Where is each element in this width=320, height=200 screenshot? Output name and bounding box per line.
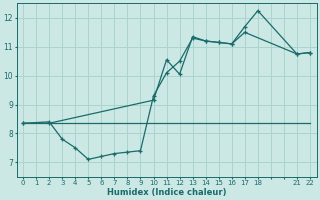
X-axis label: Humidex (Indice chaleur): Humidex (Indice chaleur) (107, 188, 226, 197)
